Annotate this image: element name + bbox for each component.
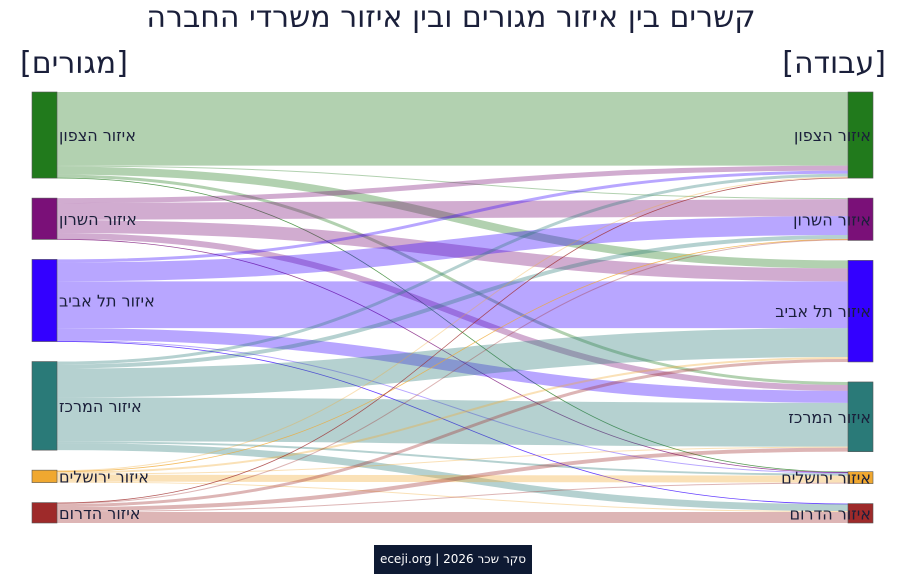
right-node-label-איזור-המרכז: איזור המרכז: [788, 408, 871, 427]
left-node-איזור-הדרום[interactable]: [31, 502, 58, 524]
link-איזור-השרון-to-איזור-תל-אביב[interactable]: [56, 220, 849, 282]
link-איזור-הדרום-to-איזור-תל-אביב[interactable]: [56, 358, 849, 508]
left-node-איזור-הצפון[interactable]: [31, 91, 58, 179]
link-איזור-השרון-to-איזור-המרכז[interactable]: [56, 232, 849, 391]
link-איזור-הדרום-to-איזור-ירושלים[interactable]: [56, 482, 849, 513]
link-איזור-ירושלים-to-איזור-ירושלים[interactable]: [56, 474, 849, 483]
right-node-איזור-תל-אביב[interactable]: [847, 260, 874, 363]
link-איזור-השרון-to-איזור-ירושלים[interactable]: [56, 238, 849, 473]
link-איזור-תל-אביב-to-איזור-ירושלים[interactable]: [56, 340, 849, 474]
right-node-label-איזור-ירושלים: איזור ירושלים: [781, 469, 871, 488]
link-איזור-המרכז-to-איזור-המרכז[interactable]: [56, 397, 849, 447]
right-node-איזור-המרכז[interactable]: [847, 381, 874, 452]
left-node-איזור-המרכז[interactable]: [31, 361, 58, 451]
link-איזור-הצפון-to-איזור-תל-אביב[interactable]: [56, 166, 849, 269]
left-node-label-איזור-הדרום: איזור הדרום: [59, 504, 140, 523]
right-node-label-איזור-הצפון: איזור הצפון: [794, 126, 871, 145]
link-איזור-השרון-to-איזור-הצפון[interactable]: [56, 165, 849, 204]
link-איזור-השרון-to-איזור-השרון[interactable]: [56, 199, 849, 221]
link-איזור-הצפון-to-איזור-המרכז[interactable]: [56, 174, 849, 385]
link-איזור-ירושלים-to-איזור-המרכז[interactable]: [56, 446, 849, 475]
link-איזור-המרכז-to-איזור-ירושלים[interactable]: [56, 441, 849, 476]
right-node-label-איזור-השרון: איזור השרון: [793, 210, 871, 229]
link-איזור-ירושלים-to-איזור-השרון[interactable]: [56, 238, 849, 472]
left-node-label-איזור-ירושלים: איזור ירושלים: [59, 467, 149, 486]
link-איזור-ירושלים-to-איזור-הדרום[interactable]: [56, 481, 849, 513]
sankey-nodes: [31, 91, 874, 524]
right-node-איזור-השרון[interactable]: [847, 197, 874, 241]
right-node-label-איזור-תל-אביב: איזור תל אביב: [775, 302, 871, 321]
link-איזור-הצפון-to-איזור-ירושלים[interactable]: [56, 177, 849, 473]
residence-column-heading: [מגורים]: [20, 46, 128, 81]
sankey-links: [56, 91, 849, 524]
right-node-איזור-הצפון[interactable]: [847, 91, 874, 179]
left-node-label-איזור-השרון: איזור השרון: [59, 210, 137, 229]
right-node-label-איזור-הדרום: איזור הדרום: [790, 504, 871, 523]
link-איזור-ירושלים-to-איזור-הצפון[interactable]: [56, 176, 849, 472]
left-node-label-איזור-המרכז: איזור המרכז: [59, 397, 142, 416]
left-node-איזור-ירושלים[interactable]: [31, 469, 58, 483]
work-column-heading: [עבודה]: [782, 46, 886, 81]
link-איזור-המרכז-to-איזור-הדרום[interactable]: [56, 443, 849, 512]
link-איזור-תל-אביב-to-איזור-הדרום[interactable]: [56, 341, 849, 505]
left-node-label-איזור-תל-אביב: איזור תל אביב: [59, 291, 155, 310]
link-איזור-תל-אביב-to-איזור-המרכז[interactable]: [56, 328, 849, 403]
right-node-איזור-ירושלים[interactable]: [847, 471, 874, 484]
left-node-איזור-השרון[interactable]: [31, 197, 58, 240]
link-איזור-הדרום-to-איזור-המרכז[interactable]: [56, 447, 849, 512]
link-איזור-הדרום-to-איזור-השרון[interactable]: [56, 239, 849, 505]
link-איזור-המרכז-to-איזור-תל-אביב[interactable]: [56, 328, 849, 398]
footer-badge[interactable]: סקר שכר 2026 | eceji.org: [374, 545, 532, 574]
link-איזור-ירושלים-to-איזור-תל-אביב[interactable]: [56, 356, 849, 474]
link-איזור-המרכז-to-איזור-הצפון[interactable]: [56, 173, 849, 365]
left-node-איזור-תל-אביב[interactable]: [31, 259, 58, 342]
sankey-labels: איזור הצפון איזור השרון איזור תל אביב איזור…: [59, 126, 871, 523]
link-איזור-תל-אביב-to-איזור-הצפון[interactable]: [56, 170, 849, 263]
link-איזור-תל-אביב-to-איזור-השרון[interactable]: [56, 216, 849, 282]
left-node-label-איזור-הצפון: איזור הצפון: [59, 126, 136, 145]
chart-title: קשרים בין איזור מגורים ובין איזור משרדי …: [146, 0, 756, 35]
right-node-איזור-הדרום[interactable]: [847, 503, 874, 524]
link-איזור-הדרום-to-איזור-הצפון[interactable]: [56, 177, 849, 504]
link-איזור-המרכז-to-איזור-השרון[interactable]: [56, 234, 849, 369]
